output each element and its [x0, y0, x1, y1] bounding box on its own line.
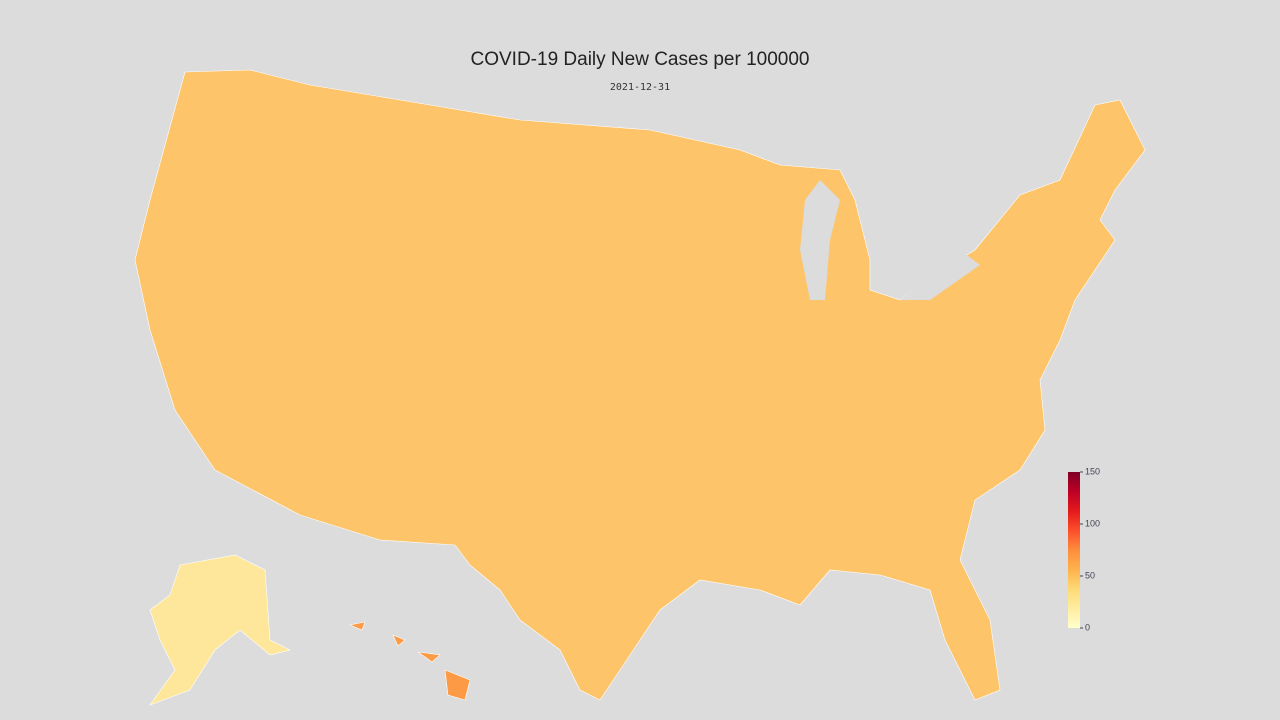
map-date: 2021-12-31 — [610, 82, 670, 93]
colorbar-tick-label: 100 — [1085, 518, 1100, 528]
hawaii — [348, 621, 471, 701]
map — [134, 69, 1146, 706]
colorbar-gradient — [1068, 472, 1080, 628]
map-title: COVID-19 Daily New Cases per 100000 — [471, 49, 810, 70]
colorbar: 0 50 100 150 — [1068, 466, 1100, 632]
colorbar-tick-label: 50 — [1085, 570, 1095, 580]
colorbar-tick-label: 150 — [1085, 466, 1100, 476]
lower-48 — [134, 69, 1146, 701]
alaska — [149, 554, 291, 706]
colorbar-tick-label: 0 — [1085, 622, 1090, 632]
great-lakes — [800, 180, 980, 300]
